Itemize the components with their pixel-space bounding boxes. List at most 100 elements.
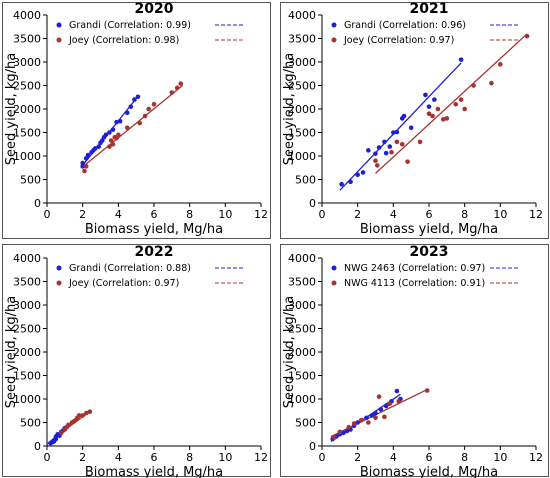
- y-tick-label: 3000: [13, 56, 41, 69]
- data-point-series-1: [408, 125, 414, 131]
- x-tick-label: 12: [254, 451, 268, 464]
- data-point-series-1: [135, 94, 141, 100]
- data-point-series-1: [423, 92, 428, 98]
- data-point-series-1: [387, 144, 393, 149]
- y-tick-label: 3000: [13, 299, 41, 312]
- legend-marker-1: [331, 22, 337, 28]
- x-tick-label: 2: [79, 208, 86, 221]
- data-point-series-2: [430, 113, 435, 119]
- x-tick-label: 6: [151, 451, 158, 464]
- data-point-series-1: [355, 420, 360, 425]
- y-tick-label: 1500: [288, 127, 316, 140]
- data-point-series-1: [80, 164, 85, 169]
- data-point-series-1: [114, 119, 119, 125]
- legend-marker-2: [56, 37, 62, 43]
- data-point-series-2: [396, 399, 401, 404]
- x-tick-label: 4: [115, 208, 122, 221]
- data-point-series-2: [471, 83, 476, 88]
- data-point-series-2: [376, 394, 382, 399]
- chart-panel-2023: 2023 0 2 4 6 8 10 12 0 500 1000 1500 2000 2500 3000 350…: [280, 244, 549, 478]
- y-tick-label: 4000: [288, 9, 316, 22]
- y-tick-label: 1000: [13, 393, 41, 406]
- y-tick-label: 1500: [288, 370, 316, 383]
- data-point-series-1: [132, 97, 137, 102]
- data-point-series-2: [80, 413, 85, 418]
- data-point-series-2: [82, 168, 87, 174]
- y-tick-label: 500: [20, 417, 41, 430]
- data-point-series-2: [108, 138, 114, 143]
- data-point-series-2: [151, 102, 157, 107]
- y-tick-label: 4000: [13, 252, 41, 265]
- y-tick-label: 3500: [13, 33, 41, 46]
- x-tick-label: 0: [319, 208, 326, 221]
- y-tick-label: 2500: [288, 80, 316, 93]
- data-point-series-2: [426, 111, 432, 116]
- plot-area: [339, 33, 530, 191]
- y-tick-label: 3500: [288, 276, 316, 289]
- x-tick-label: 6: [426, 208, 433, 221]
- data-point-series-1: [107, 130, 112, 135]
- plot-area: [80, 81, 184, 174]
- legend-marker-2: [331, 37, 337, 43]
- data-point-series-2: [435, 106, 441, 112]
- y-tick-label: 2500: [13, 323, 41, 336]
- y-tick-label: 0: [34, 440, 41, 453]
- data-point-series-2: [58, 430, 64, 436]
- data-point-series-2: [142, 113, 148, 119]
- data-point-series-2: [524, 33, 530, 39]
- legend-marker-2: [56, 280, 62, 286]
- chart-title: 2023: [410, 244, 449, 260]
- chart-title: 2021: [410, 1, 449, 17]
- data-point-series-2: [178, 81, 184, 86]
- data-point-series-1: [426, 104, 432, 109]
- legend-label-2: Joey (Correlation: 0.97): [68, 278, 179, 289]
- data-point-series-1: [401, 113, 407, 119]
- data-point-series-2: [444, 116, 450, 121]
- data-point-series-2: [462, 106, 467, 112]
- data-point-series-1: [124, 110, 130, 116]
- y-axis-label: Seed yield, kg/ha: [282, 296, 297, 408]
- y-tick-label: 3000: [288, 56, 316, 69]
- y-tick-label: 3000: [288, 299, 316, 312]
- data-point-series-1: [85, 152, 91, 158]
- data-point-series-1: [355, 172, 360, 178]
- x-axis-label: Biomass yield, Mg/ha: [85, 465, 223, 478]
- data-point-series-2: [373, 415, 378, 421]
- panel-border: [2, 244, 271, 477]
- x-tick-label: 10: [218, 208, 232, 221]
- data-point-series-1: [339, 181, 344, 187]
- data-point-series-1: [383, 403, 389, 409]
- y-tick-label: 2500: [288, 323, 316, 336]
- data-point-series-2: [83, 410, 89, 416]
- y-tick-label: 500: [295, 174, 316, 187]
- chart-title: 2022: [135, 244, 174, 260]
- data-point-series-1: [394, 129, 400, 135]
- x-tick-label: 4: [115, 451, 122, 464]
- data-point-series-2: [346, 424, 352, 430]
- chart-title: 2020: [135, 1, 174, 17]
- chart-panel-2021: 2021 0 2 4 6 8 10 12 0 500 1000 1500 2000 2500 3000 350…: [280, 1, 549, 239]
- y-tick-label: 3500: [13, 276, 41, 289]
- y-tick-label: 500: [295, 417, 316, 430]
- data-point-series-2: [83, 164, 89, 169]
- panel-border: [2, 2, 271, 239]
- data-point-series-1: [376, 145, 382, 150]
- x-tick-label: 4: [390, 451, 397, 464]
- y-tick-label: 1000: [288, 150, 316, 163]
- legend-label-2: Joey (Correlation: 0.98): [68, 35, 179, 46]
- data-point-series-2: [417, 139, 423, 145]
- legend-marker-1: [56, 265, 62, 271]
- data-point-series-2: [374, 163, 380, 168]
- data-point-series-1: [391, 130, 396, 135]
- y-tick-label: 0: [309, 197, 316, 210]
- data-point-series-2: [76, 413, 82, 418]
- y-axis-label: Seed yield, kg/ha: [4, 53, 19, 165]
- data-point-series-2: [387, 401, 393, 407]
- data-point-series-2: [453, 102, 459, 107]
- data-point-series-2: [366, 420, 371, 425]
- legend-label-1: Grandi (Correlation: 0.88): [69, 263, 191, 274]
- legend-marker-1: [56, 22, 62, 28]
- data-point-series-1: [128, 104, 134, 109]
- legend-marker-2: [331, 280, 337, 286]
